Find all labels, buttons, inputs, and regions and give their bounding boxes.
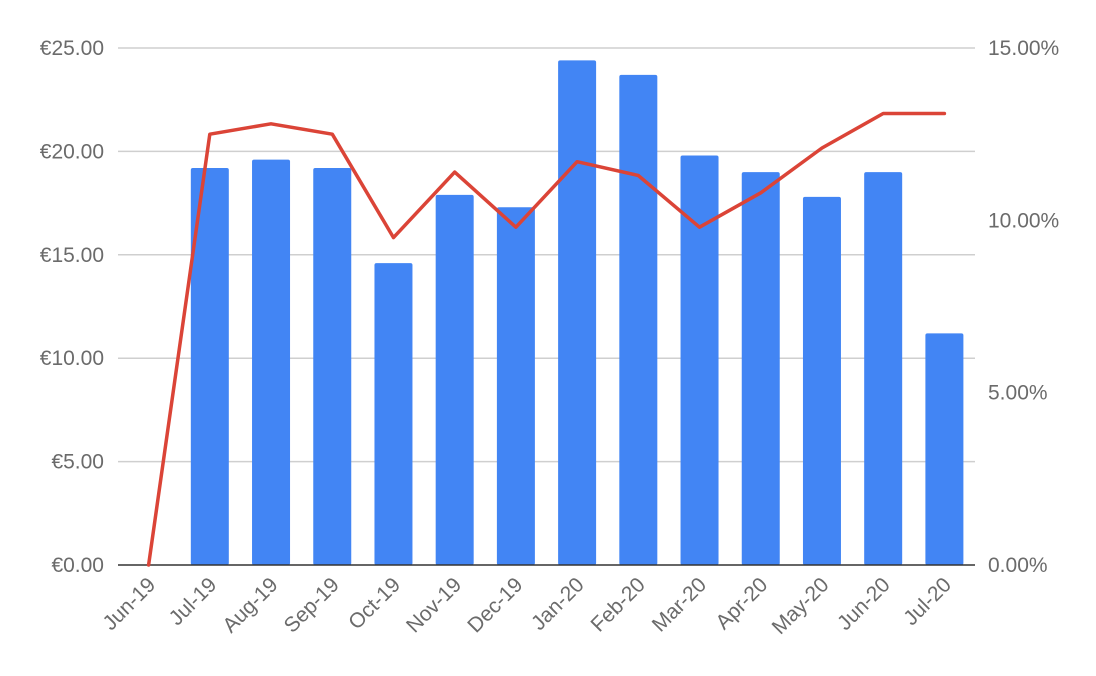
bar-dec-19 bbox=[496, 207, 535, 565]
y-left-tick-label: €0.00 bbox=[51, 554, 104, 577]
y-axis-left: €0.00 €5.00 €10.00 €15.00 €20.00 €25.00 bbox=[40, 37, 104, 577]
y-right-tick-label: 15.00% bbox=[988, 37, 1059, 60]
line-path bbox=[146, 111, 947, 567]
y-axis-right: 0.00% 5.00% 10.00% 15.00% bbox=[988, 37, 1059, 577]
y-left-tick-label: €20.00 bbox=[40, 140, 104, 163]
y-left-tick-label: €5.00 bbox=[51, 451, 104, 474]
y-right-tick-label: 0.00% bbox=[988, 554, 1048, 577]
bar-oct-19 bbox=[374, 263, 413, 565]
bar-series bbox=[190, 60, 964, 566]
bar-apr-20 bbox=[741, 172, 780, 565]
x-tick-label: Jul-19 bbox=[165, 573, 222, 630]
y-left-tick-label: €25.00 bbox=[40, 37, 104, 60]
x-tick-label: May-20 bbox=[768, 573, 834, 639]
y-left-tick-label: €10.00 bbox=[40, 347, 104, 370]
bar-jan-20 bbox=[558, 60, 597, 566]
y-left-tick-label: €15.00 bbox=[40, 244, 104, 267]
x-tick-label: Sep-19 bbox=[280, 573, 344, 637]
line-series bbox=[146, 111, 947, 567]
x-tick-label: Feb-20 bbox=[587, 573, 650, 636]
bar-may-20 bbox=[802, 196, 841, 565]
x-tick-label: Jan-20 bbox=[527, 573, 589, 635]
x-tick-label: Jul-20 bbox=[899, 573, 956, 630]
bar-jul-20 bbox=[925, 333, 964, 565]
bar-aug-19 bbox=[252, 159, 291, 565]
bar-nov-19 bbox=[435, 194, 474, 565]
x-tick-label: Jun-20 bbox=[833, 573, 895, 635]
x-tick-label: Mar-20 bbox=[648, 573, 711, 636]
y-right-tick-label: 5.00% bbox=[988, 382, 1048, 405]
x-tick-label: Aug-19 bbox=[218, 573, 282, 637]
bar-mar-20 bbox=[680, 155, 719, 565]
bar-sep-19 bbox=[313, 167, 352, 565]
x-tick-label: Oct-19 bbox=[344, 573, 405, 634]
bar-feb-20 bbox=[619, 74, 658, 565]
x-tick-label: Jun-19 bbox=[98, 573, 160, 635]
x-tick-label: Apr-20 bbox=[711, 573, 772, 634]
bar-jun-20 bbox=[864, 172, 903, 565]
gridlines bbox=[118, 47, 975, 463]
y-right-tick-label: 10.00% bbox=[988, 209, 1059, 232]
bar-jul-19 bbox=[190, 167, 229, 565]
x-tick-label: Nov-19 bbox=[402, 573, 466, 637]
x-tick-label: Dec-19 bbox=[463, 573, 527, 637]
